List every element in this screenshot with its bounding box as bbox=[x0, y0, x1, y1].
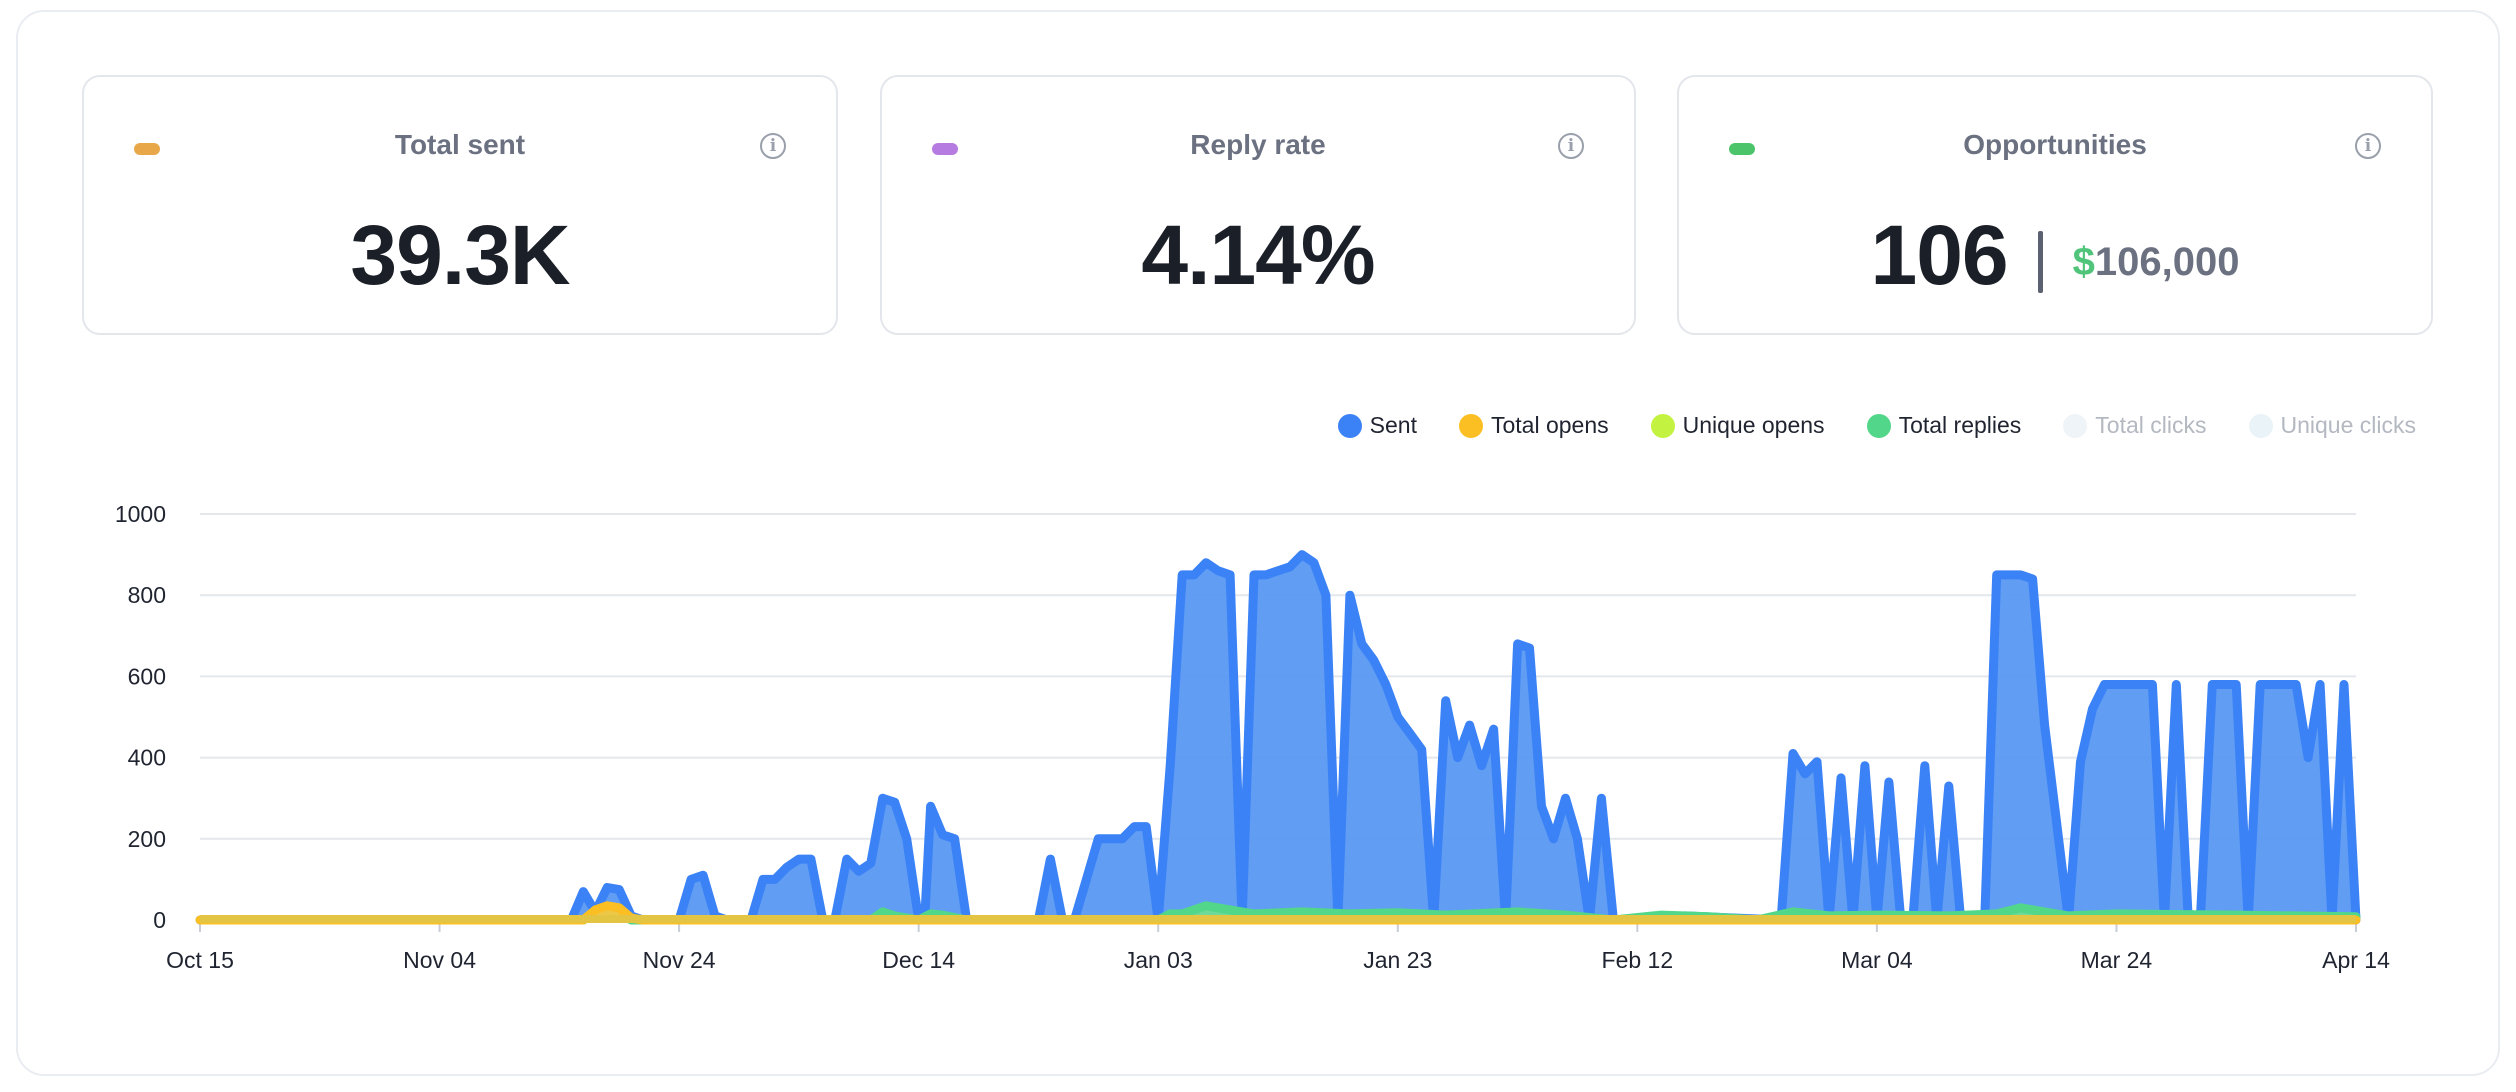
reply-rate-value: 4.14% bbox=[1141, 208, 1375, 302]
legend-dot bbox=[1337, 413, 1362, 438]
sent-activity-chart: 0 200 400 600 800 1000 Oct 15 Nov 04 Nov 24 Dec 1… bbox=[115, 501, 2390, 973]
legend-dot bbox=[1650, 413, 1675, 438]
x-tick-label: Dec 14 bbox=[882, 947, 955, 973]
x-tick-label: Jan 23 bbox=[1363, 947, 1432, 973]
x-tick-label: Apr 14 bbox=[2322, 947, 2390, 973]
x-tick-label: Mar 04 bbox=[1841, 947, 1913, 973]
opportunities-card: Opportunities i 106 $106,000 bbox=[1677, 75, 2433, 335]
total-sent-title: Total sent bbox=[394, 129, 526, 160]
opportunities-count: 106 bbox=[1870, 208, 2009, 302]
reply-rate-color-pill bbox=[932, 143, 958, 155]
y-tick-label: 400 bbox=[128, 745, 166, 771]
x-tick-label: Nov 24 bbox=[643, 947, 716, 973]
opportunities-value-row: 106 $106,000 bbox=[1679, 205, 2431, 312]
legend-item-total-replies[interactable]: Total replies bbox=[1866, 412, 2022, 439]
reply-rate-title: Reply rate bbox=[1190, 129, 1326, 160]
sent-line bbox=[195, 550, 2361, 925]
y-tick-label: 1000 bbox=[115, 501, 166, 527]
y-tick-label: 800 bbox=[128, 582, 166, 608]
total-sent-value: 39.3K bbox=[350, 208, 570, 302]
legend-label: Total replies bbox=[1898, 412, 2022, 438]
legend-item-total-clicks[interactable]: Total clicks bbox=[2063, 412, 2207, 439]
y-tick-label: 600 bbox=[128, 663, 166, 689]
legend-label: Total clicks bbox=[2095, 412, 2207, 438]
info-icon[interactable]: i bbox=[1558, 133, 1584, 159]
opportunities-money-value: 106,000 bbox=[2094, 239, 2240, 284]
opportunities-money: $106,000 bbox=[2073, 240, 2240, 284]
reply-rate-card: Reply rate i 4.14% bbox=[880, 75, 1636, 335]
x-tick-label: Feb 12 bbox=[1602, 947, 1674, 973]
legend-item-unique-opens[interactable]: Unique opens bbox=[1650, 412, 1825, 439]
x-tick-label: Nov 04 bbox=[403, 947, 476, 973]
legend-item-total-opens[interactable]: Total opens bbox=[1458, 412, 1609, 439]
chart-legend: Sent Total opens Unique opens Total repl… bbox=[1337, 412, 2417, 439]
legend-item-sent[interactable]: Sent bbox=[1337, 412, 1417, 439]
info-icon[interactable]: i bbox=[2355, 133, 2381, 159]
sent-area bbox=[200, 554, 2356, 920]
legend-label: Unique opens bbox=[1682, 412, 1825, 438]
total-sent-color-pill bbox=[134, 143, 160, 155]
y-tick-label: 200 bbox=[128, 826, 166, 852]
opportunities-title: Opportunities bbox=[1963, 129, 2147, 160]
opportunities-color-pill bbox=[1729, 143, 1755, 155]
x-tick-label: Mar 24 bbox=[2081, 947, 2153, 973]
legend-dot bbox=[1866, 413, 1891, 438]
info-icon[interactable]: i bbox=[760, 133, 786, 159]
legend-label: Total opens bbox=[1490, 412, 1609, 438]
legend-dot bbox=[2248, 413, 2273, 438]
y-tick-label: 0 bbox=[153, 907, 166, 933]
total-sent-card: Total sent i 39.3K bbox=[82, 75, 838, 335]
legend-dot bbox=[2063, 413, 2088, 438]
x-tick-label: Oct 15 bbox=[166, 947, 234, 973]
legend-label: Sent bbox=[1369, 412, 1417, 438]
x-tick-label: Jan 03 bbox=[1124, 947, 1193, 973]
dollar-sign: $ bbox=[2072, 239, 2095, 284]
legend-label: Unique clicks bbox=[2280, 412, 2417, 438]
legend-dot bbox=[1458, 413, 1483, 438]
value-separator bbox=[2037, 230, 2043, 293]
legend-item-unique-clicks[interactable]: Unique clicks bbox=[2248, 412, 2417, 439]
